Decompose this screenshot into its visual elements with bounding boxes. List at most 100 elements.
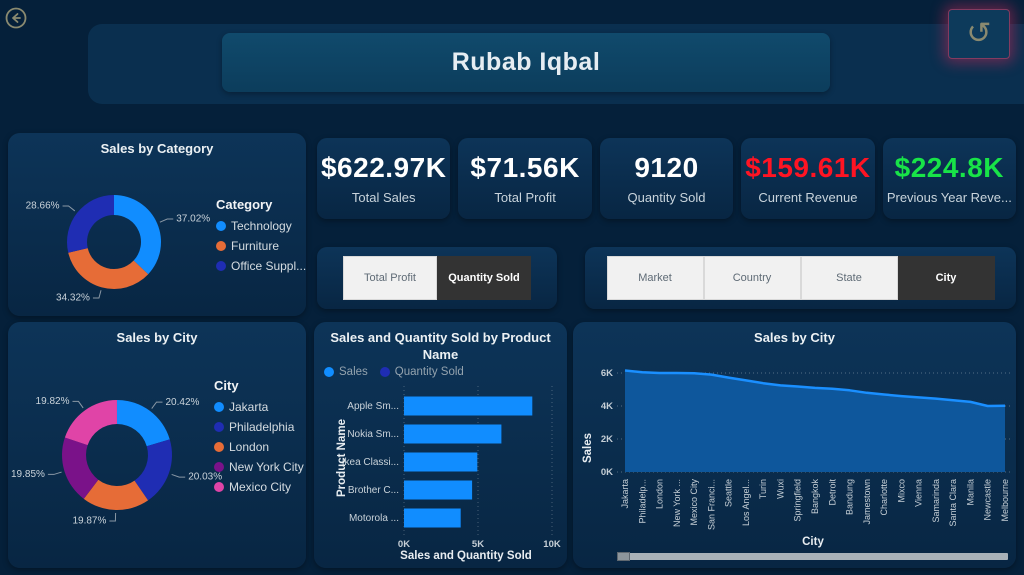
donut-slice-mexico-city[interactable] bbox=[64, 400, 117, 446]
legend-item-new-york-city[interactable]: New York City bbox=[214, 457, 304, 477]
legend-item-technology[interactable]: Technology bbox=[216, 216, 306, 236]
x-axis-city-label: Jakarta bbox=[620, 479, 630, 509]
legend-dot bbox=[214, 482, 224, 492]
area-fill[interactable] bbox=[625, 370, 1005, 473]
x-axis-city-label: Charlotte bbox=[879, 479, 889, 516]
legend-dot bbox=[324, 367, 334, 377]
bar-category-label: Brother C... bbox=[348, 485, 399, 496]
legend-label: Office Suppl... bbox=[231, 259, 307, 273]
bar-category-label: Ikea Classi... bbox=[342, 457, 399, 468]
donut-percent-label: 37.02% bbox=[176, 214, 210, 225]
bar-motorola[interactable] bbox=[404, 508, 461, 528]
y-axis-title: Sales bbox=[582, 432, 594, 464]
legend-item-philadelphia[interactable]: Philadelphia bbox=[214, 417, 304, 437]
callout-line bbox=[109, 512, 117, 522]
x-axis-city-label: Los Angel... bbox=[741, 479, 751, 526]
callout-line bbox=[151, 401, 163, 409]
bar-apple-sm[interactable] bbox=[404, 396, 533, 416]
x-axis-city-label: Samarinda bbox=[931, 479, 941, 523]
donut-percent-label: 20.42% bbox=[165, 397, 199, 408]
x-axis-city-label: Manila bbox=[965, 479, 975, 506]
legend-label: Jakarta bbox=[229, 400, 269, 414]
legend-dot bbox=[214, 442, 224, 452]
legend-dot bbox=[214, 462, 224, 472]
filter-button-city[interactable]: City bbox=[897, 256, 995, 300]
legend-label: London bbox=[229, 440, 270, 454]
donut-percent-label: 20.03% bbox=[188, 472, 222, 483]
legend-item-mexico-city[interactable]: Mexico City bbox=[214, 477, 304, 497]
callout-line bbox=[92, 290, 102, 299]
bar-nokia-sm[interactable] bbox=[404, 424, 502, 444]
donut-percent-label: 28.66% bbox=[26, 201, 60, 212]
x-axis-city-label: Jamestown bbox=[862, 479, 872, 525]
bar-ikea-classi[interactable] bbox=[404, 452, 478, 472]
callout-line bbox=[159, 218, 174, 223]
x-axis-city-label: London bbox=[655, 479, 665, 509]
legend-item-jakarta[interactable]: Jakarta bbox=[214, 397, 304, 417]
donut-percent-label: 19.85% bbox=[11, 469, 45, 480]
donut-slice-furniture[interactable] bbox=[68, 248, 149, 289]
donut-slice-jakarta[interactable] bbox=[117, 400, 170, 447]
legend-dot bbox=[216, 241, 226, 251]
bar-category-label: Motorola ... bbox=[349, 513, 399, 524]
chart-title: Sales by Category bbox=[100, 141, 214, 156]
card-sales-by-category: 37.02% 34.32% 28.66% Sales by Category Cat… bbox=[8, 133, 306, 316]
donut-percent-label: 34.32% bbox=[56, 293, 90, 304]
legend-sales-quantity: Sales Quantity Sold bbox=[324, 362, 464, 382]
donut-slice-new-york-city[interactable] bbox=[62, 437, 99, 499]
x-axis-city-label: Philadelp... bbox=[637, 479, 647, 524]
legend-label: Sales bbox=[339, 366, 368, 378]
measure-toggle-group: Total Profit Quantity Sold bbox=[317, 247, 557, 309]
donut-chart-sales-by-category: 37.02% 34.32% 28.66% bbox=[26, 195, 210, 304]
legend-label: New York City bbox=[229, 460, 304, 474]
filter-button-country[interactable]: Country bbox=[703, 256, 801, 300]
chart-title: Sales by City bbox=[116, 330, 198, 345]
card-sales-by-city-donut: 20.42% 20.03% 19.87% 19.85% 19.82% Sales by … bbox=[8, 322, 306, 568]
legend-item-furniture[interactable]: Furniture bbox=[216, 236, 306, 256]
back-button[interactable] bbox=[4, 6, 28, 30]
legend-dot bbox=[216, 221, 226, 231]
kpi-label: Previous Year Reve... bbox=[886, 190, 1012, 205]
donut-slice-technology[interactable] bbox=[114, 195, 162, 275]
bar-brother-c[interactable] bbox=[404, 480, 473, 500]
undo-button[interactable]: ↺ bbox=[948, 9, 1010, 59]
y-axis-tick: 4K bbox=[601, 401, 613, 412]
kpi-row: $622.97K Total Sales $71.56K Total Profit 91… bbox=[317, 138, 1017, 219]
bar-category-label: Nokia Sm... bbox=[347, 429, 399, 440]
legend-item-london[interactable]: London bbox=[214, 437, 304, 457]
legend-label: Quantity Sold bbox=[394, 366, 464, 378]
donut-slice-philadelphia[interactable] bbox=[134, 439, 173, 501]
legend-dot bbox=[216, 261, 226, 271]
filter-button-state[interactable]: State bbox=[800, 256, 898, 300]
x-axis-city-label: Turin bbox=[758, 479, 768, 499]
x-axis-city-label: Newcastle bbox=[983, 479, 993, 521]
x-axis-city-label: Bandung bbox=[845, 479, 855, 515]
legend-label: Furniture bbox=[231, 239, 280, 253]
legend-dot bbox=[214, 402, 224, 412]
donut-slice-office-suppl[interactable] bbox=[67, 195, 114, 253]
x-axis-tick: 5K bbox=[472, 539, 484, 550]
legend-dot bbox=[214, 422, 224, 432]
donut-chart-sales-by-city: 20.42% 20.03% 19.87% 19.85% 19.82% bbox=[11, 396, 222, 527]
page-title: Rubab Iqbal bbox=[451, 48, 601, 76]
legend-title: Category bbox=[216, 197, 273, 212]
kpi-label: Quantity Sold bbox=[627, 190, 706, 205]
x-axis-title: City bbox=[802, 536, 824, 548]
kpi-card-previous-year-reve: $224.8K Previous Year Reve... bbox=[882, 138, 1017, 219]
legend-title: City bbox=[214, 378, 239, 393]
donut-percent-label: 19.87% bbox=[72, 516, 106, 527]
scrollbar-handle[interactable] bbox=[617, 552, 630, 561]
filter-button-total-profit[interactable]: Total Profit bbox=[343, 256, 437, 300]
callout-line bbox=[72, 400, 84, 409]
chart-scrollbar[interactable] bbox=[617, 552, 1008, 561]
y-axis-tick: 2K bbox=[601, 434, 613, 445]
legend-item-office-suppl[interactable]: Office Suppl... bbox=[216, 256, 306, 276]
x-axis-city-label: Mixco bbox=[896, 479, 906, 503]
donut-percent-label: 19.82% bbox=[36, 396, 70, 407]
legend-item-sales[interactable]: Sales bbox=[324, 362, 368, 382]
donut-slice-london[interactable] bbox=[83, 479, 149, 511]
legend-category: Category Technology Furniture Office Suppl… bbox=[216, 197, 306, 276]
legend-item-quantity-sold[interactable]: Quantity Sold bbox=[379, 362, 464, 382]
filter-button-quantity-sold[interactable]: Quantity Sold bbox=[437, 256, 531, 300]
filter-button-market[interactable]: Market bbox=[606, 256, 704, 300]
